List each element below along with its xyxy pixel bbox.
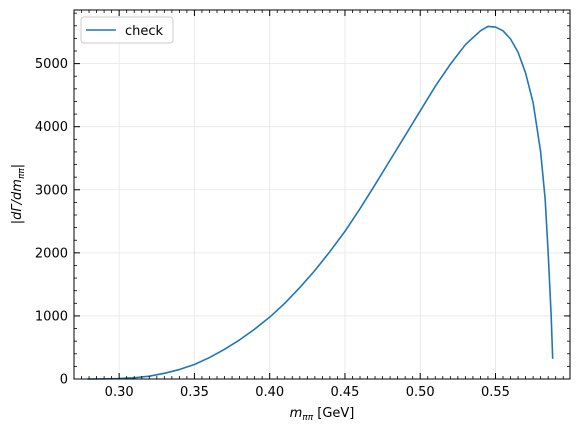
y-tick-labels: 0 1000 2000 3000 4000 5000 <box>35 57 68 387</box>
y-tick-label: 2000 <box>35 246 68 261</box>
grid <box>74 10 570 380</box>
series-line-check <box>87 25 554 380</box>
series-layer <box>87 25 554 380</box>
y-tick-label: 1000 <box>35 309 68 324</box>
legend-label-check: check <box>125 24 164 39</box>
x-tick-label: 0.30 <box>105 385 134 400</box>
y-tick-label: 4000 <box>35 120 68 135</box>
x-tick-label: 0.45 <box>330 385 359 400</box>
y-tick-label: 0 <box>60 373 68 388</box>
legend: check <box>80 16 174 44</box>
x-axis-label: mππ [GeV] <box>290 406 355 423</box>
y-tick-label: 5000 <box>35 57 68 72</box>
x-tick-label: 0.40 <box>255 385 284 400</box>
ticks <box>74 10 570 380</box>
x-tick-label: 0.55 <box>481 385 510 400</box>
x-tick-label: 0.50 <box>406 385 435 400</box>
x-tick-label: 0.35 <box>180 385 209 400</box>
legend-box <box>80 16 174 44</box>
y-tick-label: 3000 <box>35 183 68 198</box>
y-axis-label: |dΓ/dmππ| <box>10 164 27 224</box>
x-tick-labels: 0.30 0.35 0.40 0.45 0.50 0.55 <box>105 385 510 400</box>
